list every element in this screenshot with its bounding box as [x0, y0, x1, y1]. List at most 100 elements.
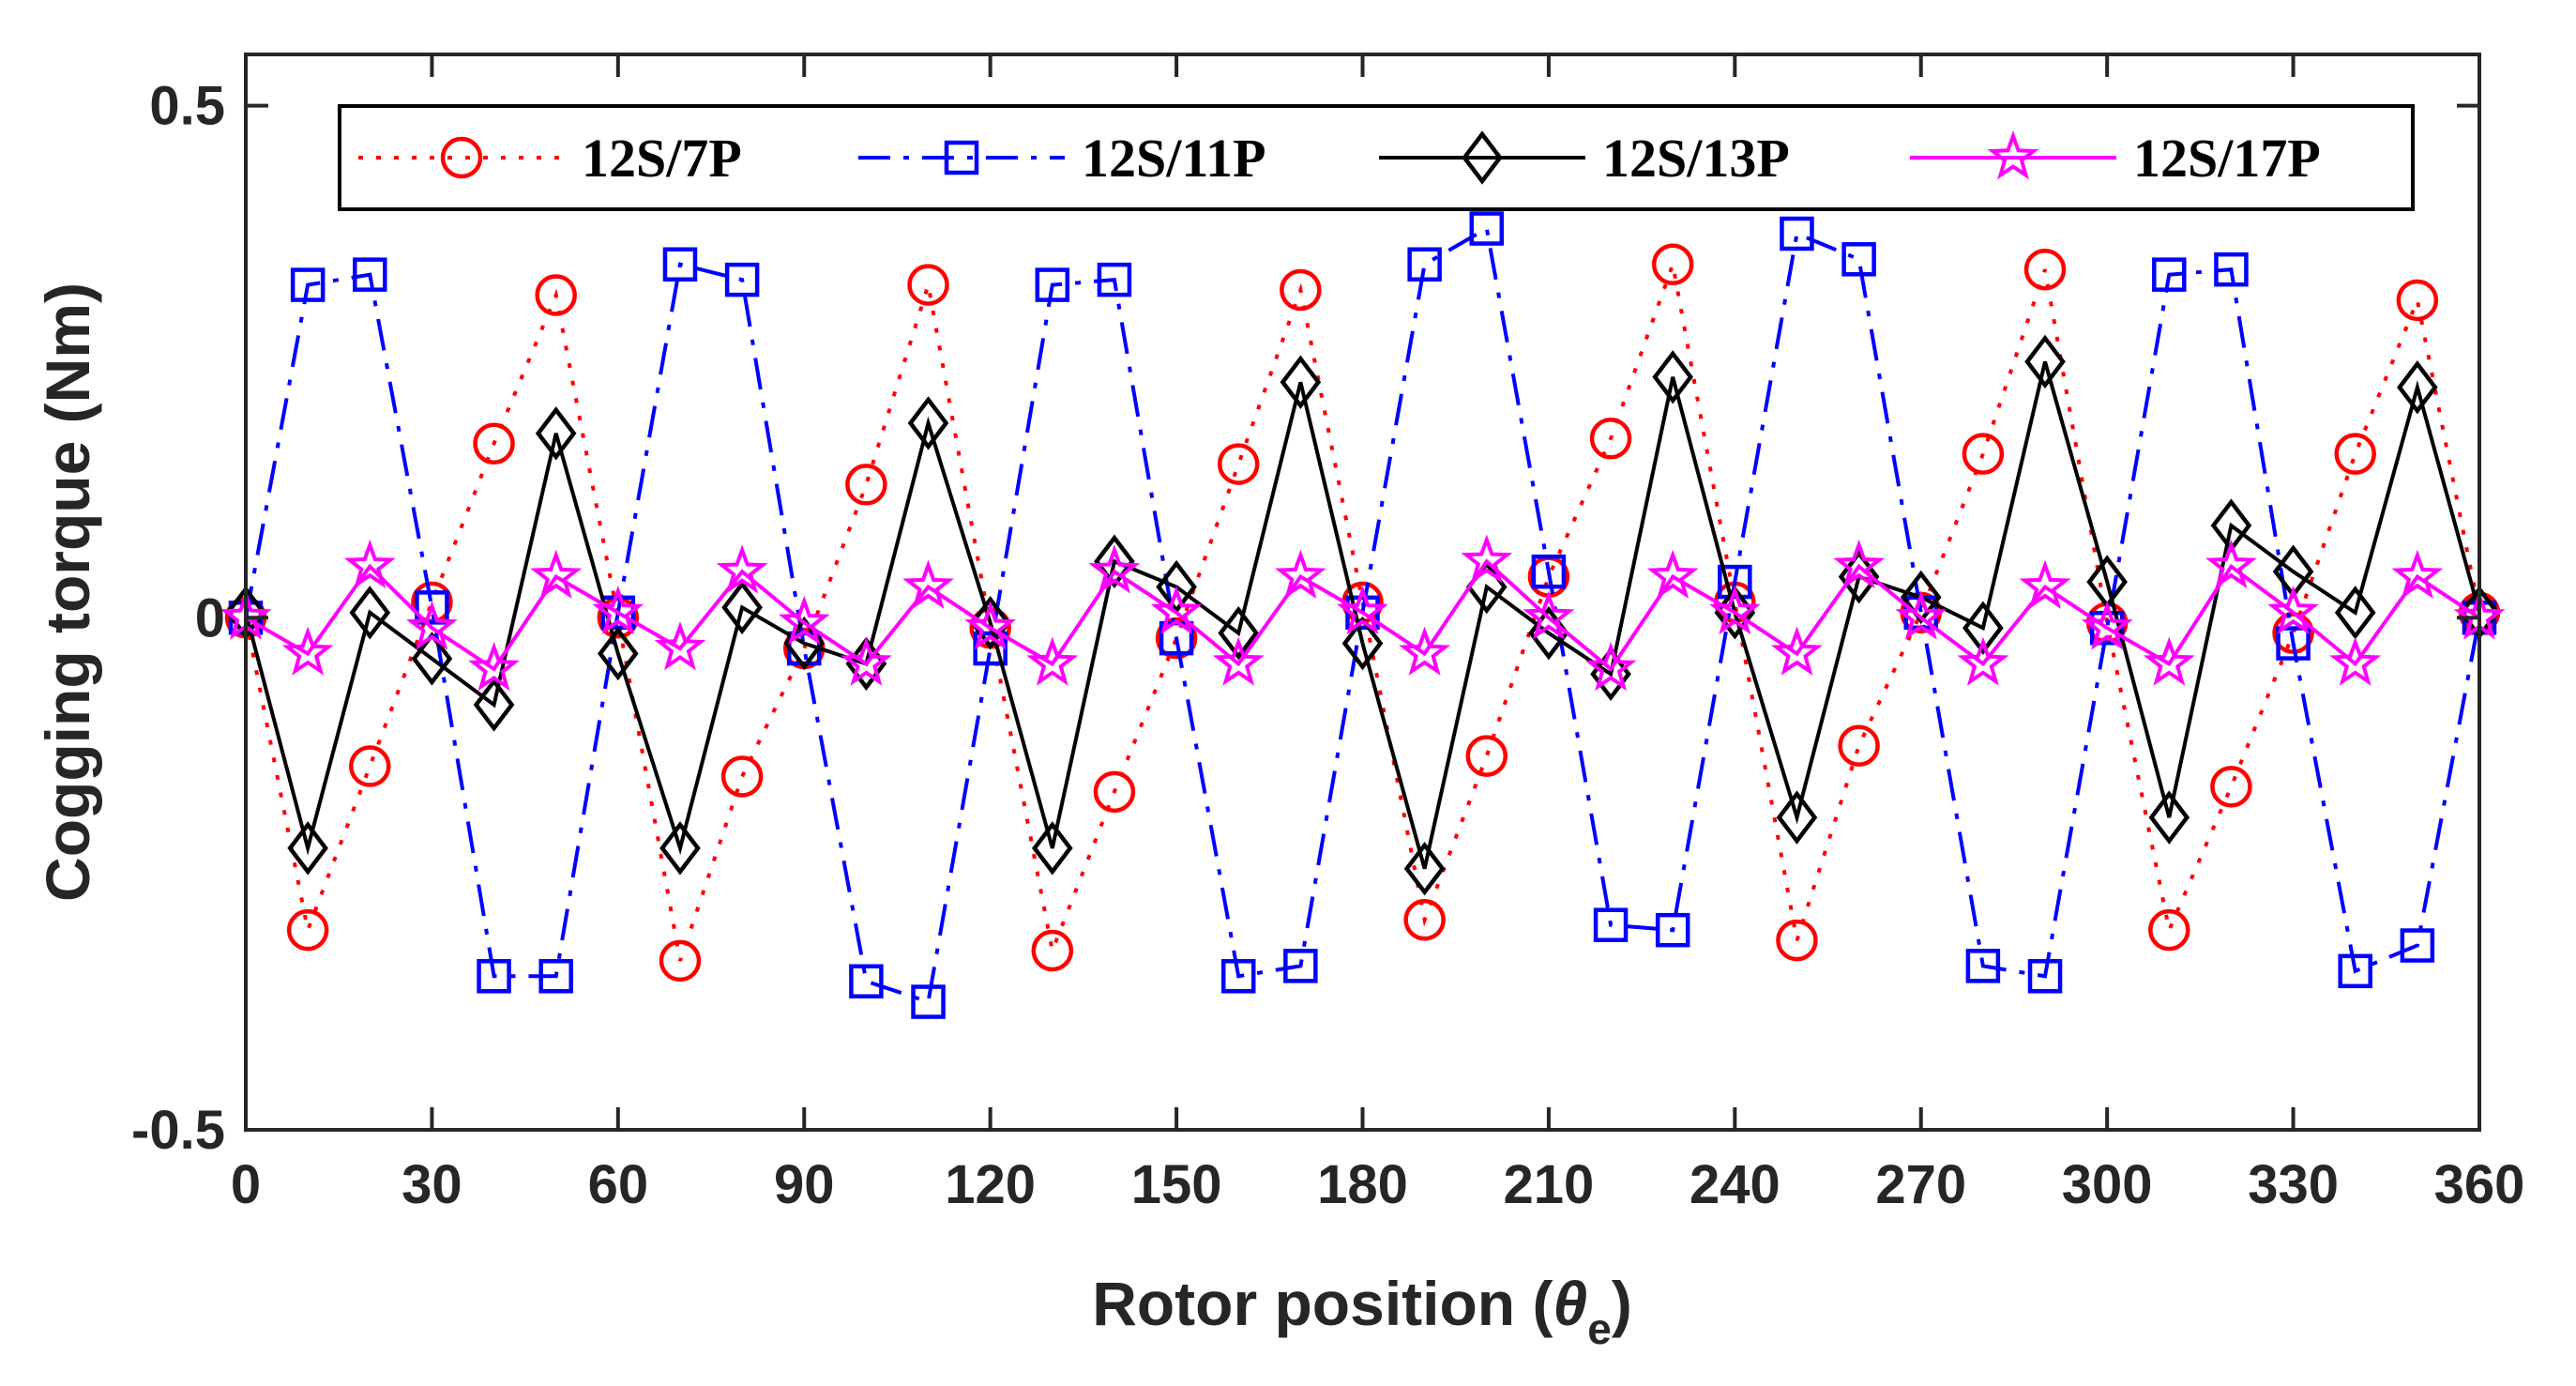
data-point: [1531, 554, 1567, 589]
data-point: [2019, 559, 2071, 609]
data-point: [907, 264, 949, 306]
data-point: [468, 642, 520, 692]
x-tick-label: 240: [1690, 1154, 1780, 1215]
data-point: [1718, 564, 1752, 600]
data-point: [535, 406, 577, 461]
data-point: [2143, 636, 2195, 686]
x-tick-label: 150: [1131, 1154, 1222, 1215]
data-point: [2334, 433, 2376, 475]
legend-entry: 12S/11P: [858, 128, 1266, 189]
x-tick-label: 360: [2434, 1154, 2525, 1215]
data-point: [2024, 334, 2066, 389]
data-point: [535, 274, 577, 316]
data-point: [353, 257, 387, 292]
data-point: [1403, 899, 1446, 941]
legend-entry: 12S/13P: [1379, 128, 1790, 189]
data-point: [1337, 585, 1388, 635]
data-point: [1465, 735, 1508, 777]
data-point: [1341, 616, 1384, 671]
legend-entry: 12S/17P: [1910, 128, 2321, 189]
data-point: [592, 585, 644, 635]
data-point: [2214, 251, 2249, 287]
data-point: [1655, 912, 1690, 948]
legend-label: 12S/17P: [2133, 128, 2321, 189]
data-point: [1965, 949, 2001, 983]
data-point: [343, 539, 396, 589]
data-point: [1469, 211, 1505, 246]
data-point: [1841, 242, 1876, 277]
data-point: [1399, 626, 1451, 676]
x-tick-label: 270: [1875, 1154, 1966, 1215]
x-tick-label: 300: [2062, 1154, 2153, 1215]
data-point: [724, 262, 760, 297]
data-point: [1590, 647, 1631, 702]
data-point: [2148, 790, 2190, 845]
data-point: [1088, 544, 1141, 594]
data-point: [281, 626, 334, 676]
axes-layer: 0 30 60 90 120 150 180 210 240 270 300 330 3600.50-0…: [131, 53, 2525, 1215]
series-12s-13p: [225, 334, 2500, 896]
series-line: [244, 360, 2481, 870]
data-point: [2023, 248, 2067, 291]
data-point: [1407, 247, 1442, 282]
data-point: [1031, 929, 1074, 972]
data-point: [1218, 605, 1260, 661]
data-point: [849, 964, 884, 998]
data-point: [1593, 907, 1629, 942]
data-point: [1957, 636, 2009, 686]
data-point: [1771, 626, 1823, 676]
legend-marker: [440, 136, 483, 179]
data-point: [1900, 570, 1942, 625]
data-point: [1097, 262, 1132, 297]
legend-marker: [944, 140, 979, 175]
data-point: [287, 821, 328, 876]
data-point: [654, 621, 706, 671]
series-layer: [220, 211, 2506, 1019]
data-point: [902, 559, 954, 609]
x-axis-title-close: ): [1612, 1269, 1632, 1338]
data-point: [415, 590, 449, 625]
data-point: [1403, 841, 1446, 896]
data-point: [1093, 770, 1136, 814]
x-tick-label: 0: [231, 1154, 261, 1215]
data-point: [2334, 586, 2376, 640]
data-point: [405, 601, 458, 650]
data-point: [907, 396, 949, 450]
data-point: [2152, 257, 2187, 292]
y-tick-label: 0.5: [149, 76, 225, 137]
data-point: [290, 267, 326, 302]
legend-entry: 12S/7P: [358, 128, 742, 189]
data-point: [349, 586, 391, 640]
data-point: [1461, 534, 1513, 584]
legend-label: 12S/13P: [1602, 128, 1790, 189]
series-12s-17p: [220, 534, 2506, 692]
x-tick-label: 180: [1317, 1154, 1408, 1215]
data-point: [530, 549, 583, 599]
series-line: [244, 558, 2481, 672]
data-point: [2027, 959, 2063, 994]
data-point: [2391, 549, 2444, 599]
legend-marker: [1462, 130, 1503, 185]
data-point: [2400, 928, 2435, 963]
data-point: [1584, 642, 1637, 692]
y-tick-label: -0.5: [131, 1100, 225, 1161]
data-point: [1150, 585, 1203, 635]
data-point: [845, 464, 887, 506]
legend-marker: [1987, 130, 2039, 180]
x-tick-label: 330: [2248, 1154, 2339, 1215]
data-point: [1280, 355, 1322, 409]
data-point: [538, 959, 573, 994]
data-point: [1220, 959, 1256, 994]
data-point: [1962, 433, 2005, 475]
data-point: [1780, 216, 1814, 251]
data-point: [659, 939, 702, 982]
data-point: [911, 984, 946, 1019]
x-axis-title-subscript: e: [1587, 1304, 1612, 1353]
data-point: [778, 595, 830, 646]
data-point: [2081, 601, 2133, 650]
data-point: [720, 755, 764, 798]
data-point: [1280, 268, 1322, 312]
x-tick-label: 120: [945, 1154, 1036, 1215]
data-point: [1895, 590, 1947, 640]
